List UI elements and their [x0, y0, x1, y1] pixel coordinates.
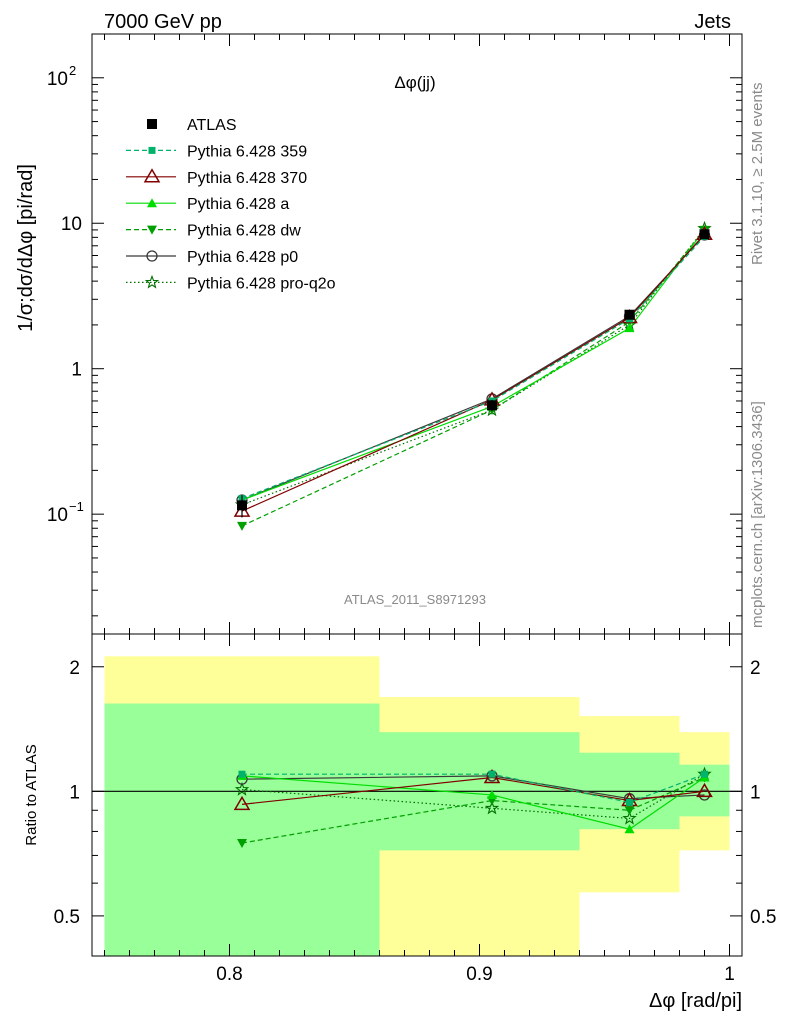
- legend-label: Pythia 6.428 a: [187, 196, 289, 213]
- legend-marker-atlas: [147, 119, 157, 129]
- x-tick-label: 1: [724, 964, 735, 985]
- ratio-point-pp0: [698, 789, 711, 801]
- ratio-point-p359: [626, 798, 633, 806]
- uncertainty-band-green: [104, 703, 380, 956]
- ratio-line-pdw: [241, 776, 705, 844]
- series-line-pq2o: [241, 228, 705, 506]
- ratio-y-tick-label-right: 0.5: [750, 907, 776, 928]
- ratio-point-p359: [488, 770, 496, 778]
- data-point-atlas: [237, 500, 247, 511]
- mcplots-label: mcplots.cern.ch [arXiv:1306.3436]: [749, 401, 766, 628]
- x-tick-label: 0.8: [216, 964, 242, 985]
- ratio-y-tick-label: 1: [69, 782, 80, 803]
- legend-label: Pythia 6.428 359: [187, 143, 307, 160]
- ratio-point-p359: [701, 770, 708, 778]
- ratio-y-label: Ratio to ATLAS: [23, 744, 40, 845]
- ratio-y-tick-label: 0.5: [54, 907, 80, 928]
- energy-label: 7000 GeV pp: [104, 11, 222, 33]
- series-line-pa: [241, 229, 705, 501]
- ratio-frame: [91, 633, 743, 957]
- y-tick-exponent: 2: [69, 63, 76, 78]
- y-tick-label: 10: [47, 505, 68, 526]
- series-line-p359: [241, 236, 705, 500]
- ratio-line-pa: [241, 775, 705, 830]
- ratio-point-p359: [238, 770, 246, 778]
- data-point-pa: [624, 323, 635, 333]
- ratio-line-pp0: [241, 775, 705, 800]
- series-line-p370: [241, 233, 705, 512]
- ratio-y-tick-label-right: 1: [750, 782, 761, 803]
- legend-marker-pq2o: [144, 274, 160, 289]
- legend-label: Pythia 6.428 pro-q2o: [187, 275, 336, 292]
- process-label: Jets: [694, 11, 731, 33]
- chart-title: Δφ(jj): [394, 73, 435, 92]
- ratio-line-p370: [241, 776, 705, 805]
- y-tick-exponent: −1: [69, 499, 84, 514]
- series-line-pdw: [241, 229, 705, 527]
- legend-label: Pythia 6.428 dw: [187, 223, 301, 240]
- ratio-point-pdw: [624, 806, 635, 816]
- legend-label: Pythia 6.428 370: [187, 170, 307, 187]
- watermark: ATLAS_2011_S8971293: [344, 592, 486, 607]
- ratio-y-tick-label: 2: [69, 658, 80, 679]
- ratio-line-p359: [242, 773, 705, 804]
- ratio-point-pa: [487, 789, 497, 799]
- y-axis-label: 1/σ;dσ/dΔφ [pi/rad]: [15, 164, 37, 332]
- legend-marker-pp0: [146, 250, 158, 262]
- rivet-label: Rivet 3.1.10, ≥ 2.5M events: [749, 83, 766, 266]
- ratio-point-pa: [624, 824, 635, 834]
- ratio-point-p370: [233, 795, 251, 811]
- legend-marker-p370: [143, 168, 161, 183]
- legend-marker-pdw: [147, 225, 157, 235]
- y-tick-label: 10: [61, 214, 82, 235]
- legend: ATLAS Pythia 6.428 359 Pythia 6.428 370 Pyt…: [126, 117, 336, 292]
- data-point-atlas: [487, 400, 497, 411]
- legend-marker-pa: [147, 198, 157, 208]
- x-tick-label: 0.9: [466, 964, 492, 985]
- ratio-point-pq2o: [622, 810, 637, 825]
- ratio-point-p370: [696, 782, 713, 798]
- legend-label: ATLAS: [187, 117, 237, 134]
- ratio-y-tick-label-right: 2: [750, 658, 761, 679]
- legend-label: Pythia 6.428 p0: [187, 249, 298, 266]
- ratio-point-pdw: [237, 839, 247, 849]
- ratio-panel: 0.5 0.5 1 1 2 2 0.8 0.9 1: [54, 633, 776, 985]
- ratio-point-pq2o: [484, 800, 500, 815]
- ratio-point-pq2o: [234, 781, 250, 796]
- y-tick-label: 1: [71, 360, 82, 381]
- legend-marker-p359: [148, 146, 156, 154]
- data-point-atlas: [624, 309, 635, 320]
- data-point-pdw: [237, 521, 247, 531]
- x-axis-label: Δφ [rad/pi]: [649, 990, 742, 1012]
- data-point-atlas: [699, 229, 710, 240]
- y-tick-label: 10: [47, 69, 68, 90]
